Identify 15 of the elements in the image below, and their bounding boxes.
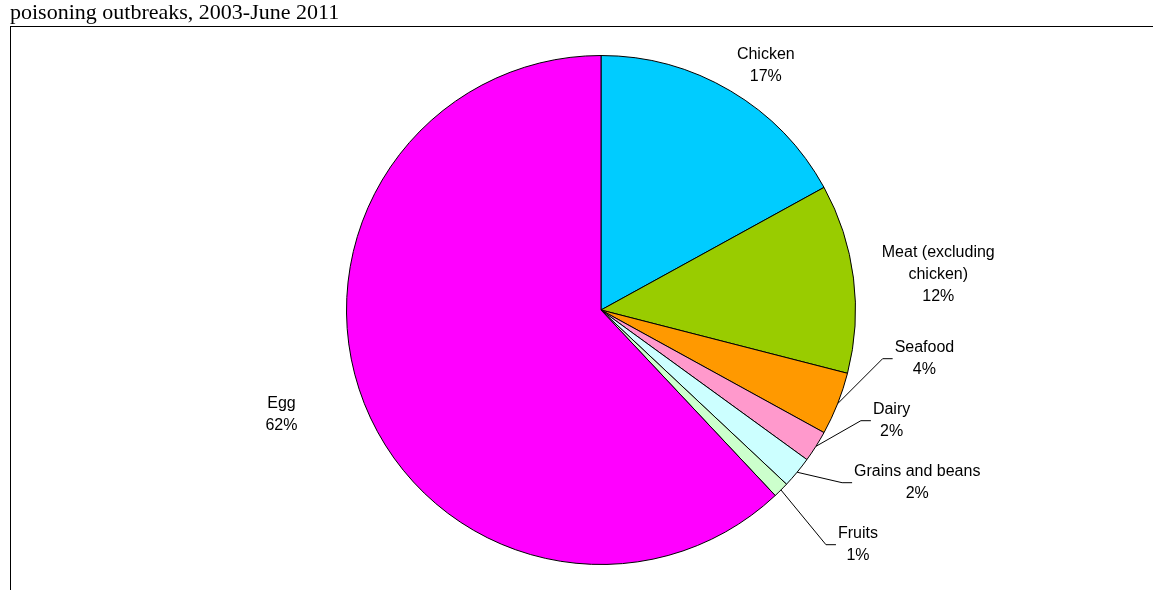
data-label: 12% xyxy=(922,286,955,304)
slice-label: Chicken xyxy=(736,44,795,62)
data-label: 4% xyxy=(912,360,936,378)
slice-label: Meat (excluding chicken) xyxy=(881,242,995,282)
data-label: 62% xyxy=(265,416,298,434)
slice-label: Dairy xyxy=(872,400,911,418)
slice-label: Fruits xyxy=(837,524,878,542)
chart-title: poisoning outbreaks, 2003-June 2011 xyxy=(9,0,341,24)
data-label: 2% xyxy=(905,484,929,502)
slice-label: Grains and beans xyxy=(854,462,981,480)
data-label: 2% xyxy=(879,422,904,440)
slice-label: Seafood xyxy=(894,338,955,356)
data-label: 17% xyxy=(749,66,782,84)
slice-label: Egg xyxy=(267,394,296,412)
data-label: 1% xyxy=(846,546,870,564)
